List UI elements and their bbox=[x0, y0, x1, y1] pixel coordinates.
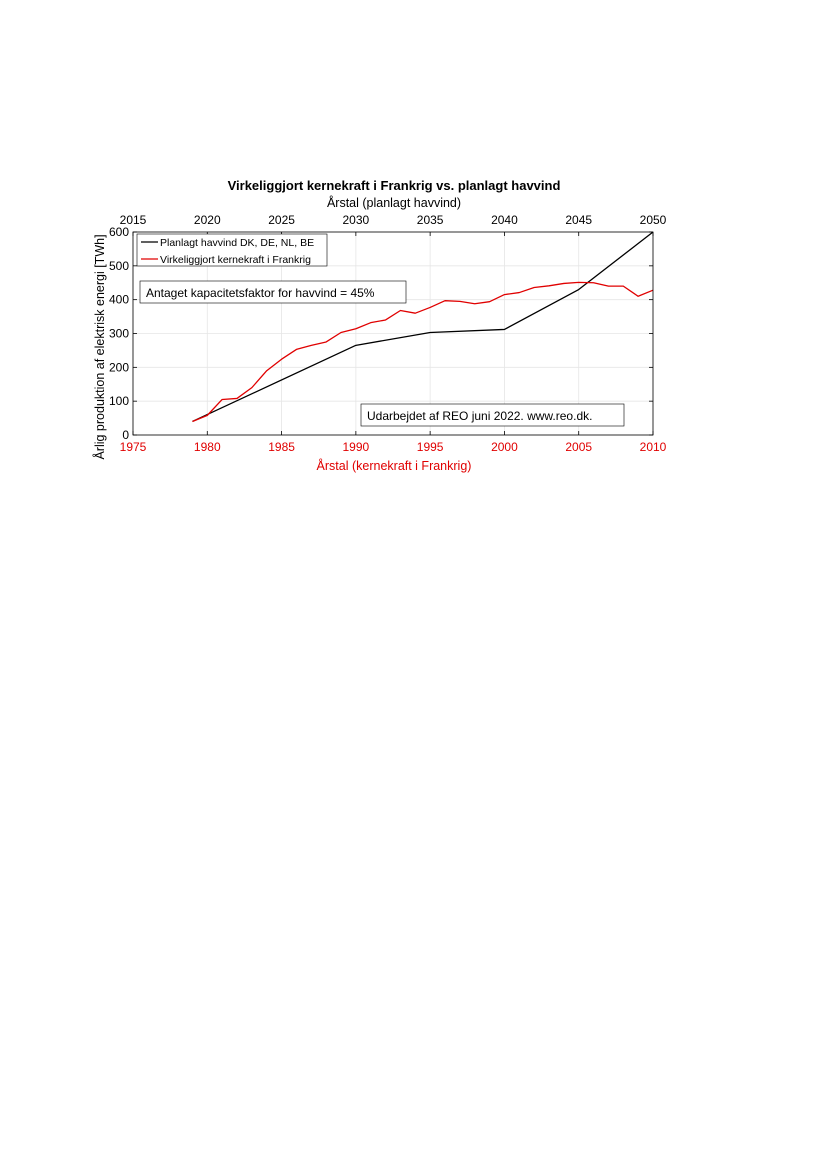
y-tick-label: 500 bbox=[109, 259, 129, 273]
top-x-tick-label: 2050 bbox=[640, 213, 667, 227]
annotation-credit-box bbox=[360, 403, 625, 427]
y-tick-label: 300 bbox=[109, 327, 129, 341]
series-layer bbox=[192, 231, 654, 423]
chart-title: Virkeliggjort kernekraft i Frankrig vs. … bbox=[228, 178, 561, 193]
top-x-tick-label: 2035 bbox=[417, 213, 444, 227]
top-x-tick-label: 2025 bbox=[268, 213, 295, 227]
annotation-credit-text: Udarbejdet af REO juni 2022. www.reo.dk. bbox=[367, 409, 592, 423]
y-tick-label: 400 bbox=[109, 293, 129, 307]
bottom-x-tick-label: 2005 bbox=[565, 440, 592, 454]
top-x-tick-label: 2040 bbox=[491, 213, 518, 227]
bottom-x-tick-label: 1975 bbox=[120, 440, 147, 454]
annotation-capacity-text: Antaget kapacitetsfaktor for havvind = 4… bbox=[146, 286, 375, 300]
bottom-x-axis-label: Årstal (kernekraft i Frankrig) bbox=[317, 458, 472, 473]
y-axis-label: Årlig produktion af elektrisk energi [TW… bbox=[92, 234, 107, 459]
legend-label-planned: Planlagt havvind DK, DE, NL, BE bbox=[160, 237, 314, 249]
legend-box bbox=[136, 233, 328, 267]
top-x-tick-label: 2030 bbox=[343, 213, 370, 227]
top-x-tick-label: 2015 bbox=[120, 213, 147, 227]
y-tick-label: 600 bbox=[109, 225, 129, 239]
top-x-axis-label: Årstal (planlagt havvind) bbox=[327, 195, 461, 210]
annotation-capacity: Antaget kapacitetsfaktor for havvind = 4… bbox=[139, 280, 407, 304]
bottom-x-tick-label: 1980 bbox=[194, 440, 221, 454]
annotation-capacity-box bbox=[139, 280, 407, 304]
legend-label-nuclear: Virkeliggjort kernekraft i Frankrig bbox=[160, 254, 311, 266]
y-tick-label: 100 bbox=[109, 394, 129, 408]
tick-layer: 0 100 200 300 400 500 600 1975 1980 1985 1990 1995 2… bbox=[109, 213, 667, 454]
y-tick-label: 0 bbox=[122, 428, 129, 442]
top-x-tick-label: 2020 bbox=[194, 213, 221, 227]
legend: Planlagt havvind DK, DE, NL, BE Virkelig… bbox=[136, 233, 328, 267]
bottom-x-tick-label: 1985 bbox=[268, 440, 295, 454]
annotation-credit: Udarbejdet af REO juni 2022. www.reo.dk. bbox=[360, 403, 625, 427]
bottom-x-tick-label: 1995 bbox=[417, 440, 444, 454]
top-x-tick-label: 2045 bbox=[565, 213, 592, 227]
y-tick-label: 200 bbox=[109, 360, 129, 374]
bottom-x-tick-label: 1990 bbox=[343, 440, 370, 454]
bottom-x-tick-label: 2010 bbox=[640, 440, 667, 454]
series-line-planned-offshore-wind bbox=[192, 231, 654, 423]
series-line-nuclear-france bbox=[192, 281, 654, 423]
bottom-x-tick-label: 2000 bbox=[491, 440, 518, 454]
